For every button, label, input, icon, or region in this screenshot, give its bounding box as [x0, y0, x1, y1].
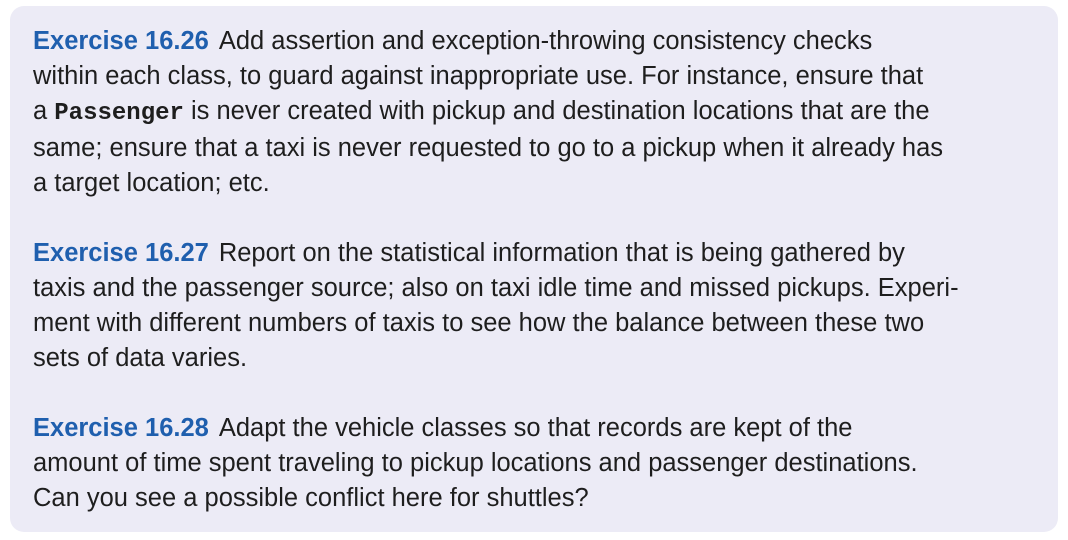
text-segment: Can you see a possible conflict here for… — [33, 484, 589, 512]
text-line: within each class, to guard against inap… — [33, 59, 1034, 94]
text-segment: Report on the statistical information th… — [218, 239, 905, 267]
text-line: sets of data varies. — [33, 341, 1034, 376]
text-segment: Adapt the vehicle classes so that record… — [218, 414, 853, 442]
text-line: same; ensure that a taxi is never reques… — [33, 131, 1034, 166]
exercise-16-26: Exercise 16.26 Add assertion and exceptio… — [33, 24, 1034, 201]
text-segment: a — [33, 97, 55, 125]
text-segment: taxis and the passenger source; also on … — [33, 274, 959, 302]
text-segment: is never created with pickup and destina… — [183, 97, 930, 125]
exercise-16-28: Exercise 16.28 Adapt the vehicle classes … — [33, 411, 1034, 516]
text-segment: Add assertion and exception-throwing con… — [218, 27, 873, 55]
exercise-title: Exercise 16.28 — [33, 414, 209, 442]
text-segment: amount of time spent traveling to pickup… — [33, 449, 918, 477]
text-line: ment with different numbers of taxis to … — [33, 306, 1034, 341]
exercise-16-27: Exercise 16.27 Report on the statistical … — [33, 236, 1034, 376]
text-line: a Passenger is never created with pickup… — [33, 94, 1034, 131]
text-segment: ment with different numbers of taxis to … — [33, 309, 925, 337]
text-segment: same; ensure that a taxi is never reques… — [33, 134, 944, 162]
text-line: Exercise 16.27 Report on the statistical … — [33, 236, 1034, 271]
text-segment: a target location; etc. — [33, 169, 270, 197]
text-segment: within each class, to guard against inap… — [33, 62, 924, 90]
text-line: Can you see a possible conflict here for… — [33, 481, 1034, 516]
class-name-code: Passenger — [54, 100, 184, 127]
exercise-title: Exercise 16.26 — [33, 27, 209, 55]
exercise-title: Exercise 16.27 — [33, 239, 209, 267]
exercise-box: Exercise 16.26 Add assertion and exceptio… — [10, 6, 1058, 532]
text-line: taxis and the passenger source; also on … — [33, 271, 1034, 306]
text-segment: sets of data varies. — [33, 344, 248, 372]
text-line: Exercise 16.28 Adapt the vehicle classes … — [33, 411, 1034, 446]
text-line: Exercise 16.26 Add assertion and exceptio… — [33, 24, 1034, 59]
text-line: amount of time spent traveling to pickup… — [33, 446, 1034, 481]
text-line: a target location; etc. — [33, 166, 1034, 201]
